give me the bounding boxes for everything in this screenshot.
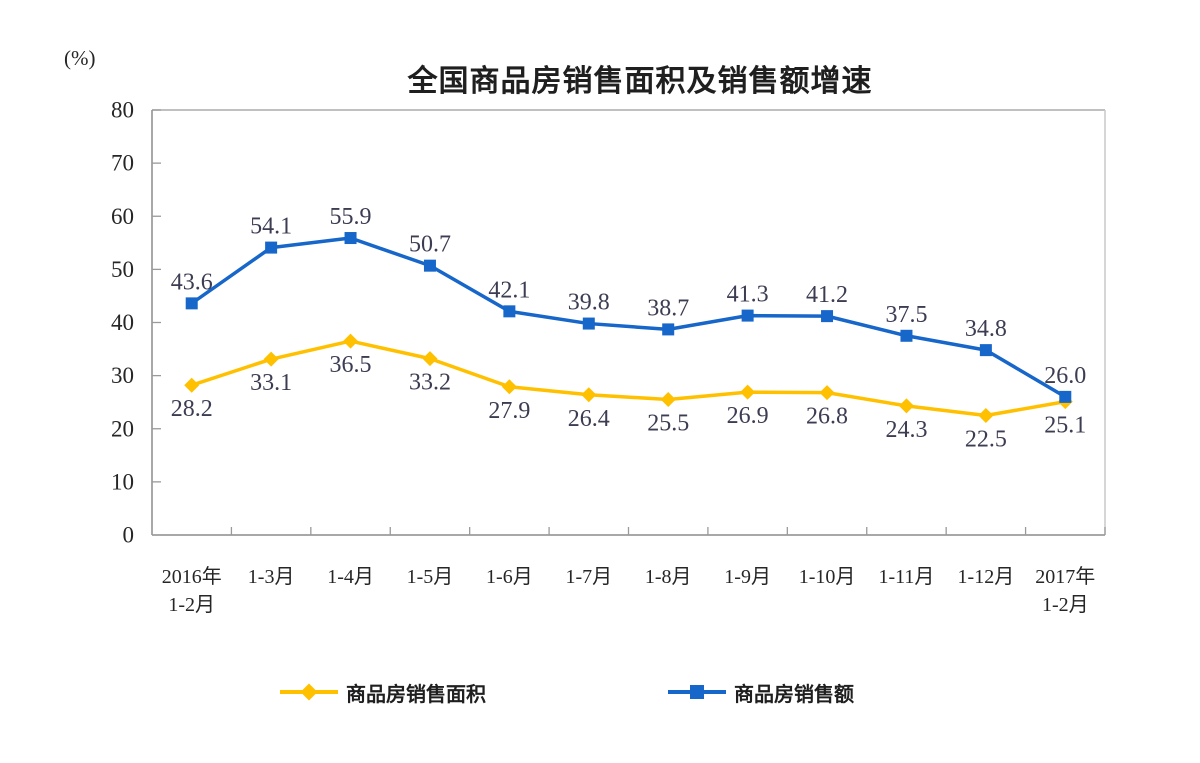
x-tick-label: 1-6月: [486, 566, 533, 588]
diamond-marker-icon: [422, 351, 438, 367]
chart-title: 全国商品房销售面积及销售额增速: [407, 65, 873, 98]
square-marker-icon: [900, 329, 913, 342]
data-label: 34.8: [965, 316, 1007, 342]
data-label: 26.9: [727, 403, 769, 429]
data-label: 26.4: [568, 406, 610, 432]
x-tick-label: 2016年 1-2月: [162, 565, 222, 616]
data-label: 50.7: [409, 232, 451, 258]
square-marker-icon: [423, 259, 436, 272]
x-tick-label: 1-8月: [645, 566, 692, 588]
diamond-marker-icon: [581, 387, 597, 403]
y-tick-label: 70: [111, 151, 134, 176]
x-tick-label: 1-7月: [565, 566, 612, 588]
x-tick-label: 1-4月: [327, 566, 374, 588]
data-label: 39.8: [568, 290, 610, 316]
diamond-marker-icon: [501, 379, 517, 395]
series-line: [189, 339, 1068, 418]
diamond-marker-icon: [978, 407, 994, 423]
data-label: 37.5: [885, 302, 927, 328]
data-label: 33.2: [409, 370, 451, 396]
data-label: 24.3: [885, 417, 927, 443]
x-tick-label: 1-12月: [958, 566, 1015, 588]
data-label: 27.9: [488, 398, 530, 424]
x-tick-label: 2017年 1-2月: [1035, 565, 1095, 616]
x-tick-label: 1-11月: [878, 566, 934, 588]
square-marker-icon: [1059, 390, 1072, 403]
series-line: [189, 236, 1068, 399]
data-label: 22.5: [965, 426, 1007, 452]
square-marker-icon: [503, 305, 516, 318]
data-label: 41.2: [806, 282, 848, 308]
diamond-marker-icon: [740, 384, 756, 400]
y-tick-label: 30: [111, 363, 134, 388]
data-label: 42.1: [488, 277, 530, 303]
data-label: 28.2: [171, 396, 213, 422]
data-label: 36.5: [330, 352, 372, 378]
diamond-marker-icon: [263, 351, 279, 367]
square-marker-icon: [344, 232, 357, 245]
square-marker-icon: [185, 297, 198, 310]
data-label: 54.1: [250, 214, 292, 240]
x-tick-label: 1-9月: [724, 566, 771, 588]
data-label: 26.8: [806, 404, 848, 430]
data-label: 26.0: [1044, 363, 1086, 389]
data-label: 43.6: [171, 269, 213, 295]
data-label: 38.7: [647, 295, 689, 321]
square-marker-icon: [265, 241, 278, 254]
data-label: 55.9: [330, 204, 372, 230]
x-tick-label: 1-10月: [799, 566, 856, 588]
x-tick-label: 1-3月: [248, 566, 295, 588]
data-label: 33.1: [250, 370, 292, 396]
data-label: 25.5: [647, 411, 689, 437]
legend-key-sales-amount: [668, 678, 726, 706]
diamond-marker-icon: [184, 377, 200, 393]
legend-item-sales-amount: 商品房销售额: [668, 678, 854, 706]
square-marker-icon: [690, 685, 704, 699]
square-marker-icon: [582, 317, 595, 330]
diamond-marker-icon: [343, 333, 359, 349]
diamond-marker-icon: [898, 398, 914, 414]
y-axis-unit-label: (%): [64, 46, 96, 70]
y-tick-label: 80: [111, 98, 134, 123]
y-tick-label: 60: [111, 204, 134, 229]
legend-label-sales-area: 商品房销售面积: [346, 683, 486, 706]
data-label: 25.1: [1044, 413, 1086, 439]
legend-item-sales-area: 商品房销售面积: [280, 678, 486, 706]
square-marker-icon: [741, 309, 754, 322]
diamond-marker-icon: [660, 392, 676, 408]
square-marker-icon: [662, 323, 675, 336]
x-tick-label: 1-5月: [407, 566, 454, 588]
diamond-marker-icon: [819, 385, 835, 401]
diamond-marker-icon: [300, 683, 318, 701]
square-marker-icon: [979, 344, 992, 357]
y-tick-label: 10: [111, 469, 134, 494]
square-marker-icon: [821, 310, 834, 323]
data-label: 41.3: [727, 282, 769, 308]
legend-label-sales-amount: 商品房销售额: [734, 683, 854, 706]
legend-key-sales-area: [280, 678, 338, 706]
y-tick-label: 40: [111, 310, 134, 335]
y-tick-label: 50: [111, 257, 134, 282]
y-tick-label: 20: [111, 416, 134, 441]
legend: 商品房销售面积 商品房销售额: [0, 678, 1200, 706]
y-tick-label: 0: [123, 523, 135, 548]
